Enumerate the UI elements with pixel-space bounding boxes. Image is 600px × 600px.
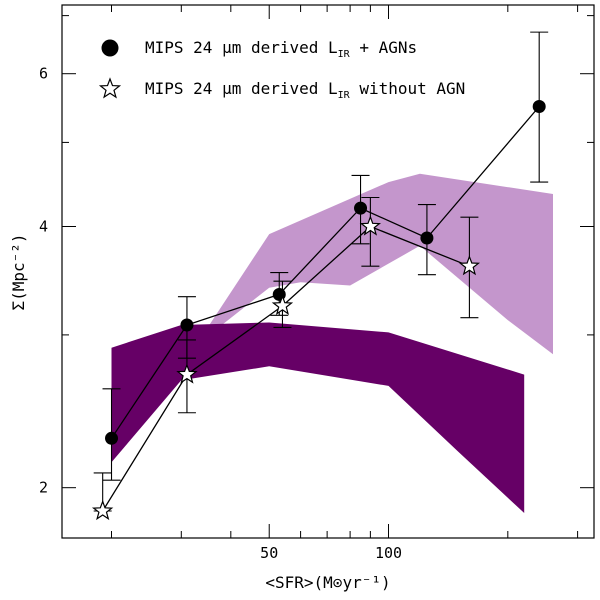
marker-star-1 xyxy=(91,499,114,521)
legend-label-noagn: MIPS 24 μm derived LIR without AGN xyxy=(145,79,465,101)
marker-star-2 xyxy=(176,363,198,384)
legend-marker-circle xyxy=(101,39,119,57)
marker-star-3 xyxy=(271,294,294,315)
legend-label-noagn-main: MIPS 24 μm derived L xyxy=(145,79,338,98)
marker-circle-5 xyxy=(420,231,434,245)
marker-circle-1 xyxy=(105,431,119,445)
axis-ticks xyxy=(62,5,594,538)
x-tick-label: 50 xyxy=(260,544,278,562)
legend-label-agn-sub: IR xyxy=(338,49,351,60)
y-tick-label: 4 xyxy=(39,217,48,235)
shaded-bands xyxy=(111,173,554,513)
legend: MIPS 24 μm derived LIR + AGNs MIPS 24 μm… xyxy=(98,38,465,101)
x-tick-label: 100 xyxy=(375,544,402,562)
legend-label-noagn-tail: without AGN xyxy=(350,79,466,98)
marker-circle-2 xyxy=(180,318,194,332)
y-axis-label: Σ(Mpc⁻²) xyxy=(9,233,28,310)
marker-star-5 xyxy=(458,254,481,276)
y-tick-label: 2 xyxy=(39,479,48,497)
plot-frame xyxy=(61,4,595,539)
legend-label-agn: MIPS 24 μm derived LIR + AGNs xyxy=(145,38,417,60)
legend-marker-star xyxy=(98,77,122,99)
light-band xyxy=(202,173,554,355)
legend-label-noagn-sub: IR xyxy=(338,90,351,101)
legend-label-agn-main: MIPS 24 μm derived L xyxy=(145,38,338,57)
x-axis-label: <SFR>(M⊙yr⁻¹) xyxy=(265,573,390,592)
tick-labels: 50 100 2 4 6 xyxy=(39,65,402,562)
marker-circle-6 xyxy=(532,99,546,113)
series-line-1 xyxy=(110,106,540,439)
marker-circle-4 xyxy=(354,201,368,215)
legend-label-agn-tail: + AGNs xyxy=(350,38,417,57)
marker-star-4 xyxy=(359,215,382,236)
dark-band xyxy=(111,322,525,513)
y-tick-label: 6 xyxy=(39,65,48,83)
data-markers xyxy=(91,99,546,521)
legend-star-shape xyxy=(98,77,122,99)
